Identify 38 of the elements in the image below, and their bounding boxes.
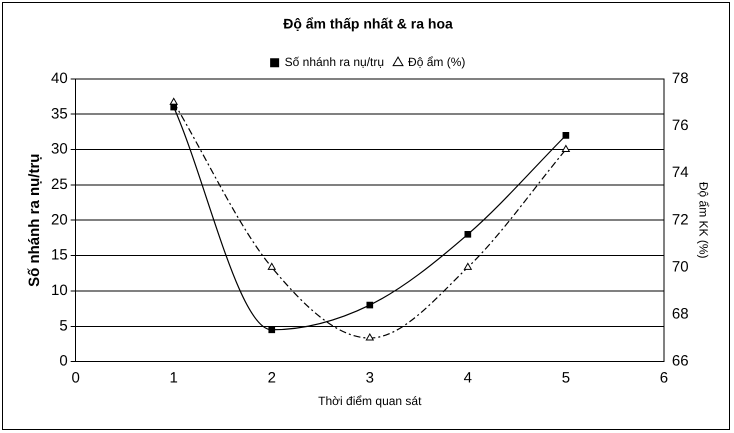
x-tick-label: 4: [464, 370, 472, 387]
y-tick-label: 15: [50, 246, 68, 264]
y2-tick-label: 76: [672, 117, 689, 134]
point: [268, 262, 276, 270]
point: [366, 334, 374, 341]
x-tick-label: 1: [170, 370, 178, 387]
y-tick-label: 40: [50, 70, 68, 87]
y2-tick-label: 74: [672, 164, 689, 182]
y-tick-label: 5: [59, 317, 68, 334]
point: [562, 132, 570, 139]
x-tick-label: 2: [268, 370, 276, 387]
y-tick-label: 35: [50, 105, 68, 122]
y-tick-label: 20: [50, 211, 68, 228]
y-tick-label: 0: [59, 352, 68, 370]
y-tick-label: 25: [50, 176, 68, 193]
y2-axis-title: Độ ẩm KK (%): [696, 182, 710, 259]
y2-tick-label: 66: [672, 352, 689, 370]
point: [366, 302, 374, 308]
point: [464, 231, 472, 238]
x-tick-label: 6: [660, 370, 668, 387]
x-tick-label: 3: [366, 370, 374, 387]
chart-title: Độ ẩm thấp nhất & ra hoa: [283, 15, 453, 32]
y2-tick-label: 68: [672, 306, 689, 323]
point: [268, 326, 276, 334]
point: [562, 145, 570, 152]
y-tick-label: 30: [50, 140, 68, 158]
x-tick-label: 0: [72, 370, 80, 387]
x-tick-label: 5: [562, 370, 570, 387]
x-axis-title: Thời điểm quan sát: [318, 394, 422, 408]
point: [464, 262, 472, 270]
legend-label: Số nhánh ra nụ/trụ: [284, 55, 384, 70]
y2-tick-label: 70: [672, 258, 689, 276]
y-axis-title: Số nhánh ra nụ/trụ: [26, 154, 44, 287]
y2-tick-label: 78: [672, 70, 689, 87]
point: [170, 104, 178, 110]
y-tick-label: 10: [50, 282, 68, 300]
legend-label: Độ ẩm (%): [408, 55, 466, 70]
y2-tick-label: 72: [672, 211, 689, 228]
